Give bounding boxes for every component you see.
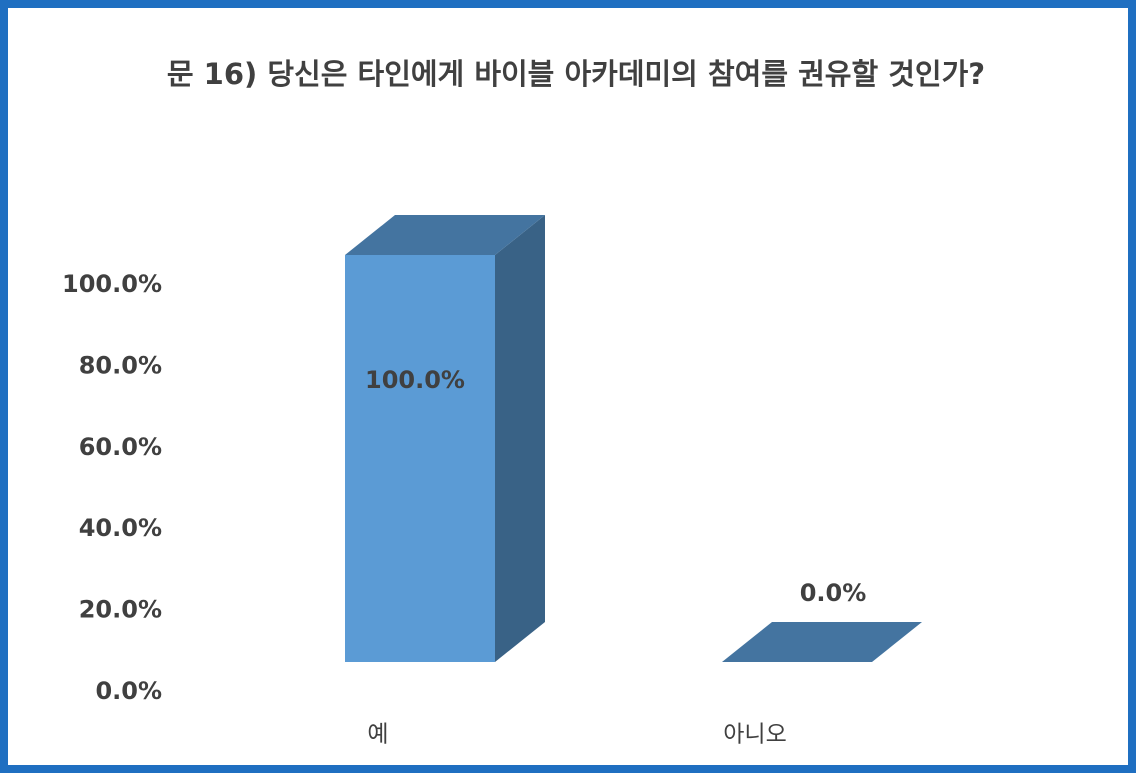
y-tick-label: 20.0% <box>79 596 162 624</box>
bar <box>722 622 922 662</box>
y-tick-label: 60.0% <box>79 433 162 461</box>
bar <box>345 215 545 662</box>
bar-front <box>345 255 495 662</box>
y-tick-label: 40.0% <box>79 514 162 542</box>
x-tick-label: 아니오 <box>723 722 786 748</box>
value-label: 0.0% <box>800 579 867 607</box>
x-tick-label: 예 <box>367 722 388 748</box>
y-tick-label: 80.0% <box>79 351 162 379</box>
chart-title: 문 16) 당신은 타인에게 바이블 아카데미의 참여를 권유할 것인가? <box>166 57 986 91</box>
y-tick-label: 0.0% <box>95 677 162 705</box>
bar-top <box>345 215 545 255</box>
bar-side <box>495 215 545 662</box>
value-label: 100.0% <box>365 366 465 394</box>
bar-top <box>722 622 922 662</box>
y-tick-label: 100.0% <box>62 270 162 298</box>
